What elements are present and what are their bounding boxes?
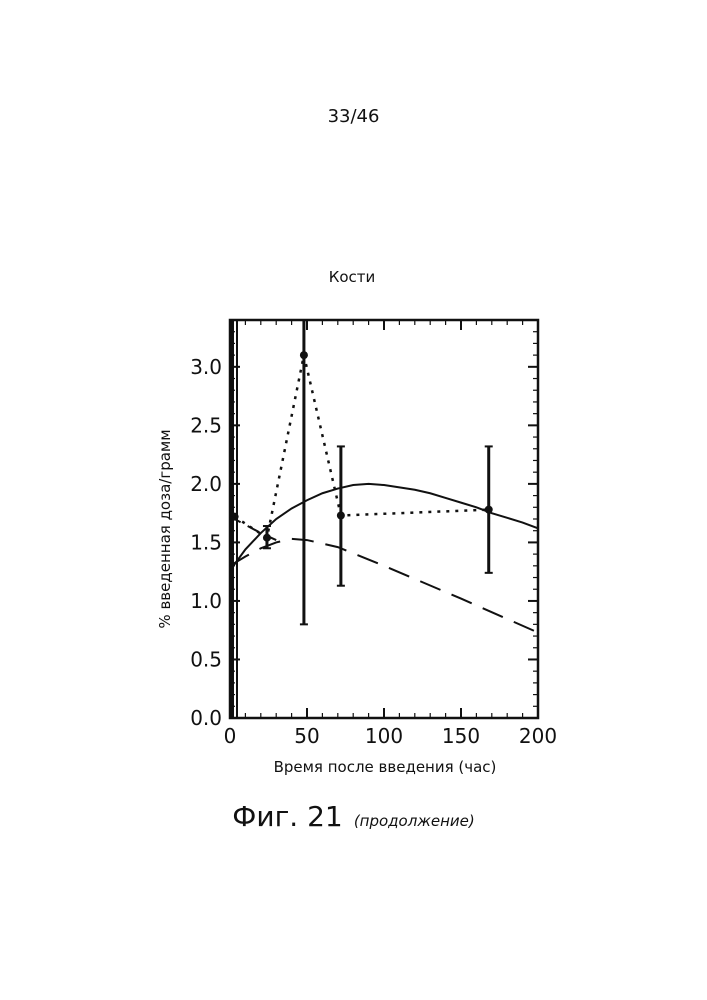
data-point	[300, 351, 308, 359]
series-line-dashed	[230, 539, 538, 633]
series-line-solid	[230, 484, 538, 571]
y-tick-label: 3.0	[190, 355, 222, 379]
x-tick-label: 0	[224, 724, 237, 748]
x-axis-label: Время после введения (час)	[230, 758, 540, 776]
figure-caption-sub: (продолжение)	[354, 812, 475, 830]
x-tick-label: 150	[442, 724, 480, 748]
y-tick-label: 1.5	[190, 530, 222, 554]
figure-caption-main: Фиг. 21	[232, 800, 342, 833]
y-tick-label: 2.0	[190, 472, 222, 496]
y-tick-label: 1.0	[190, 589, 222, 613]
figure-caption: Фиг. 21 (продолжение)	[0, 800, 707, 833]
y-tick-label: 2.5	[190, 413, 222, 437]
data-point	[337, 511, 345, 519]
x-tick-label: 200	[519, 724, 557, 748]
y-axis-label: % введенная доза/грамм	[156, 399, 174, 659]
series-line-dotted	[235, 355, 489, 538]
x-tick-label: 50	[294, 724, 319, 748]
y-tick-label: 0.5	[190, 647, 222, 671]
x-tick-label: 100	[365, 724, 403, 748]
y-tick-label: 0.0	[190, 706, 222, 730]
